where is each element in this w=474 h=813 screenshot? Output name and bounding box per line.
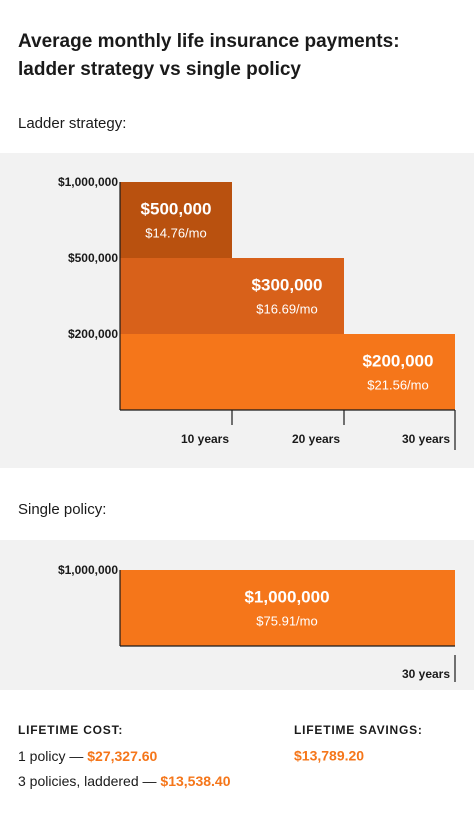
summary-heading: LIFETIME SAVINGS: [294, 723, 423, 737]
block [120, 182, 232, 258]
block [120, 334, 455, 410]
cost-amount: $27,327.60 [87, 748, 157, 764]
section-heading: Ladder strategy: [18, 115, 126, 132]
block-amount: $1,000,000 [244, 587, 329, 606]
block [120, 570, 455, 646]
block-amount: $300,000 [252, 275, 323, 294]
cost-amount: $13,538.40 [160, 773, 230, 789]
savings-amount: $13,789.20 [294, 748, 364, 764]
block-amount: $500,000 [141, 199, 212, 218]
block-rate: $75.91/mo [256, 613, 317, 628]
cost-label: 1 policy — [18, 748, 83, 764]
block [120, 258, 344, 334]
y-label: $1,000,000 [58, 175, 118, 189]
cost-line: 1 policy — $27,327.60 [18, 748, 158, 764]
y-label: $500,000 [68, 251, 118, 265]
y-label: $200,000 [68, 327, 118, 341]
block-amount: $200,000 [363, 351, 434, 370]
x-label: 20 years [292, 432, 340, 446]
block-rate: $16.69/mo [256, 301, 317, 316]
x-label: 10 years [181, 432, 229, 446]
section-heading: Single policy: [18, 501, 106, 518]
x-label: 30 years [402, 667, 450, 681]
x-label: 30 years [402, 432, 450, 446]
block-rate: $21.56/mo [367, 377, 428, 392]
summary-heading: LIFETIME COST: [18, 723, 123, 737]
cost-label: 3 policies, laddered — [18, 773, 157, 789]
cost-line: 3 policies, laddered — $13,538.40 [18, 773, 231, 789]
title: ladder strategy vs single policy [18, 59, 301, 80]
y-label: $1,000,000 [58, 563, 118, 577]
block-rate: $14.76/mo [145, 225, 206, 240]
title: Average monthly life insurance payments: [18, 31, 400, 52]
